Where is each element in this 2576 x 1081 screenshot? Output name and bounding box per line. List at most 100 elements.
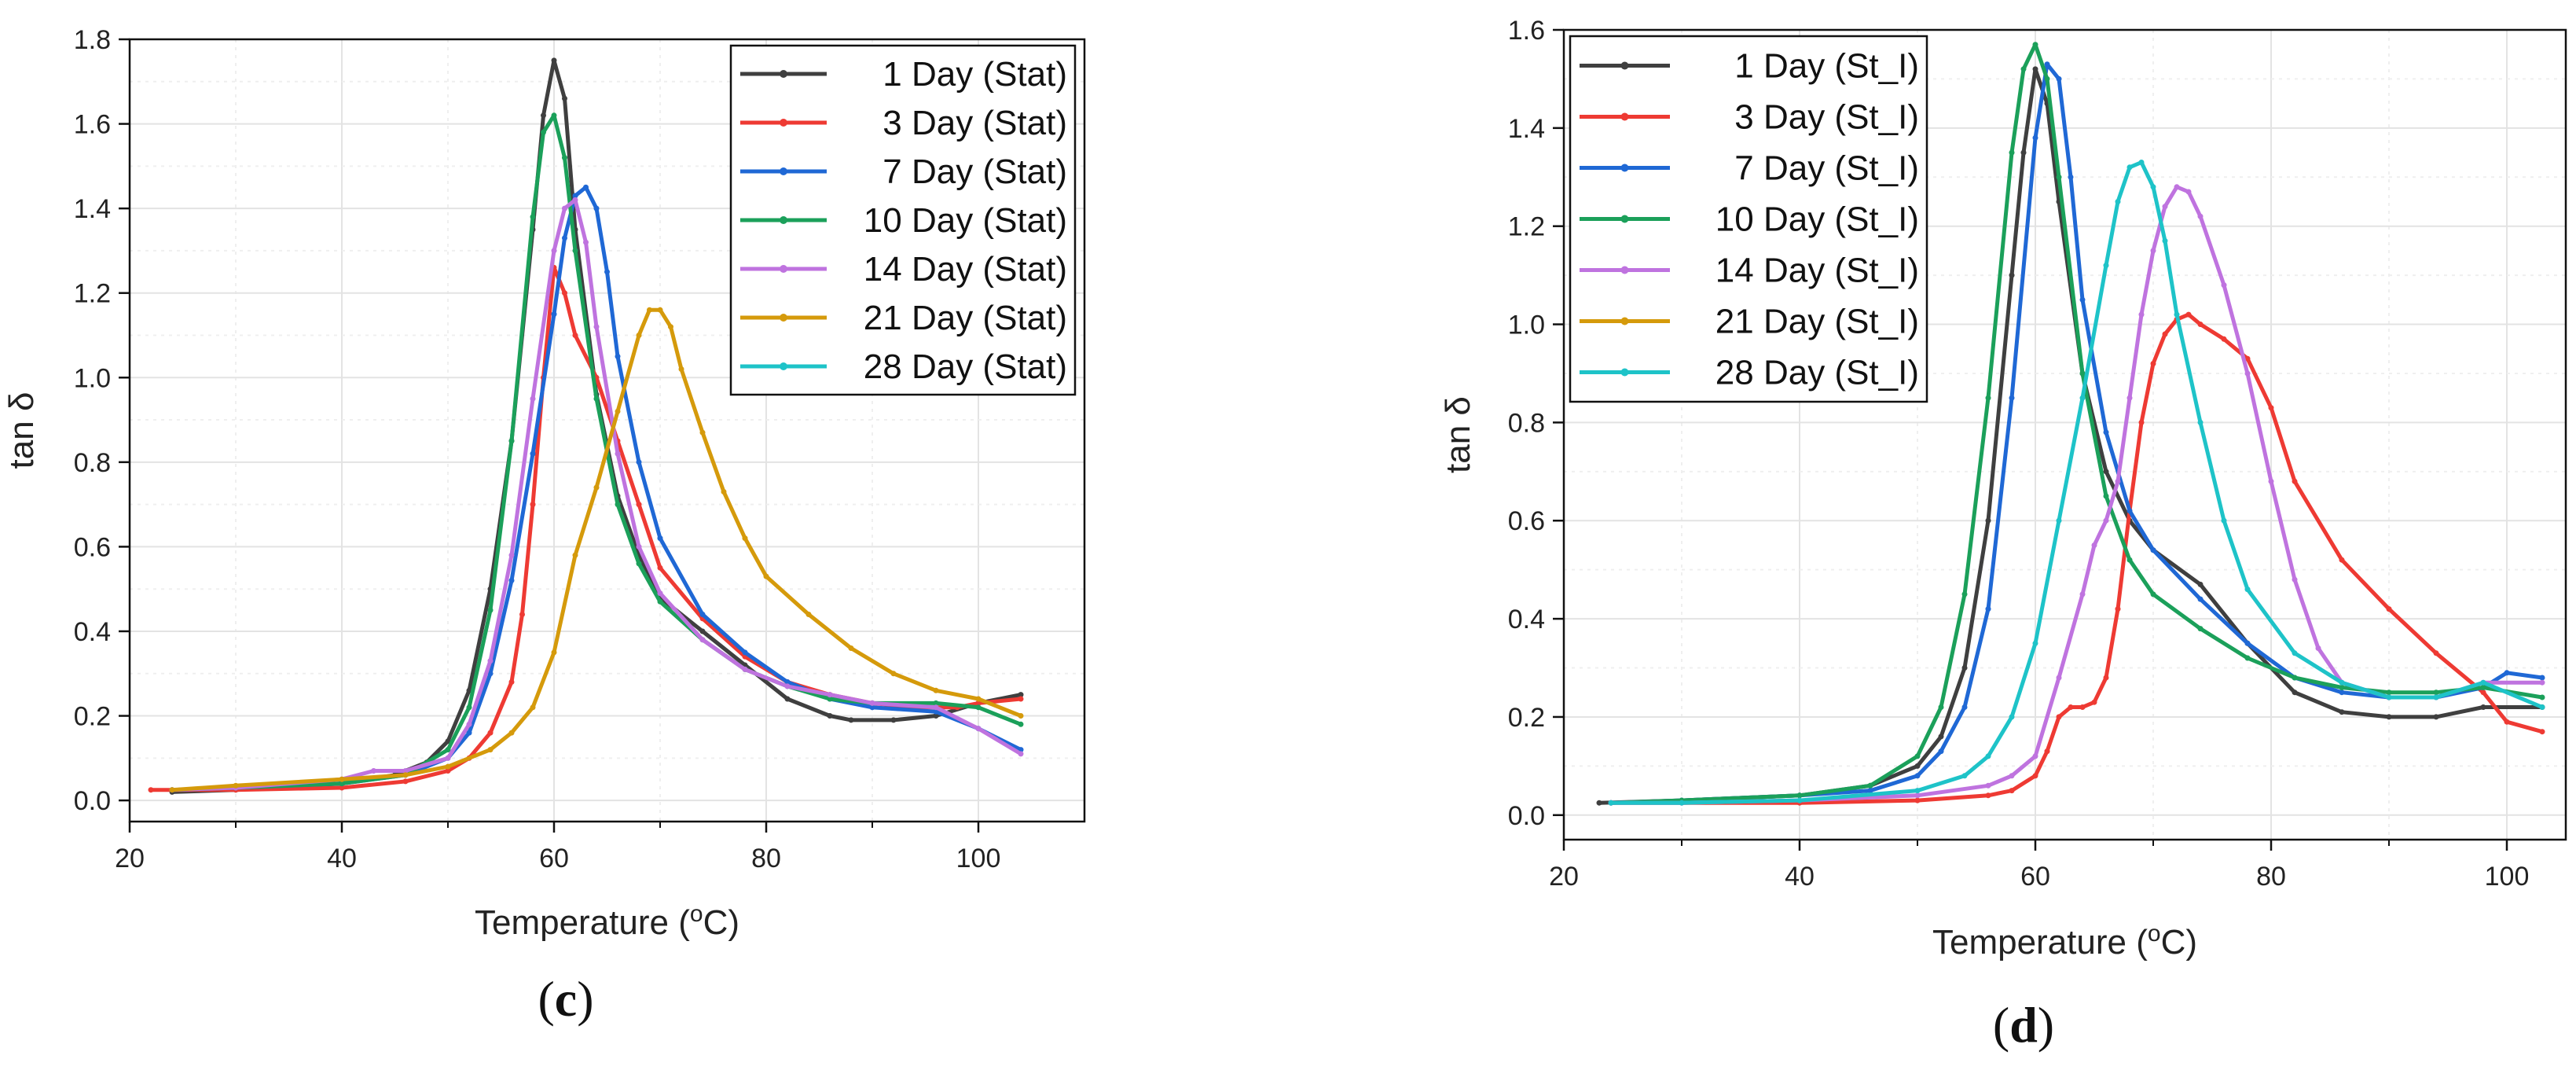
- data-point: [2068, 704, 2074, 710]
- data-point: [2079, 395, 2086, 401]
- data-point: [551, 311, 557, 318]
- data-point: [1985, 753, 1991, 759]
- legend-label-1: 3 Day (St_I): [1734, 98, 1919, 137]
- x-tick-label-2: 60: [2020, 862, 2050, 892]
- data-point: [508, 577, 515, 583]
- y-tick-label-5: 1.0: [74, 363, 111, 393]
- data-point: [169, 787, 175, 793]
- data-point: [699, 429, 706, 436]
- data-point: [2185, 311, 2192, 318]
- data-point: [636, 333, 642, 338]
- data-point: [721, 489, 727, 495]
- data-point: [784, 679, 791, 685]
- data-point: [2197, 626, 2204, 632]
- y-tick-label-7: 1.4: [74, 194, 111, 224]
- data-point: [2056, 517, 2062, 524]
- data-point: [2126, 395, 2133, 401]
- data-point: [2056, 714, 2062, 720]
- data-point: [562, 205, 567, 211]
- data-point: [2020, 149, 2027, 156]
- data-point: [519, 612, 525, 617]
- data-point: [1018, 692, 1024, 698]
- data-point: [2091, 542, 2097, 548]
- data-point: [2480, 685, 2486, 690]
- data-point: [604, 269, 610, 275]
- x-tick-label-2: 60: [539, 844, 569, 873]
- data-point: [2433, 714, 2439, 720]
- legend-marker-6: [780, 362, 787, 370]
- data-point: [933, 704, 939, 711]
- data-point: [445, 768, 451, 774]
- data-point: [530, 214, 536, 220]
- data-point: [657, 535, 663, 542]
- data-point: [508, 552, 515, 558]
- data-point: [2174, 311, 2180, 318]
- data-point: [466, 704, 472, 711]
- y-tick-label-0: 0.0: [74, 786, 111, 816]
- data-point: [339, 776, 345, 782]
- data-point: [1596, 800, 1602, 806]
- y-tick-label-0: 0.0: [1508, 801, 1545, 831]
- data-point: [1914, 792, 1921, 799]
- data-point: [572, 333, 578, 338]
- data-point: [2103, 517, 2109, 524]
- data-point: [572, 552, 578, 558]
- x-tick-label-1: 40: [327, 844, 357, 873]
- data-point: [2150, 547, 2156, 553]
- data-point: [890, 671, 897, 677]
- legend-label-6: 28 Day (St_I): [1715, 354, 1919, 392]
- data-point: [647, 307, 652, 313]
- data-point: [975, 700, 982, 706]
- data-point: [763, 573, 769, 579]
- series-line-6: [1609, 160, 2545, 805]
- data-point: [2150, 361, 2156, 366]
- data-point: [699, 612, 706, 617]
- data-point: [2056, 675, 2062, 681]
- data-point: [551, 57, 557, 64]
- data-point: [371, 768, 376, 774]
- data-point: [1961, 665, 1968, 671]
- data-point: [562, 290, 567, 296]
- data-point: [1796, 792, 1803, 799]
- data-point: [2480, 704, 2486, 710]
- data-point: [657, 590, 663, 597]
- data-point: [2244, 370, 2251, 377]
- data-point: [2162, 204, 2168, 210]
- data-point: [2539, 679, 2545, 686]
- data-point: [699, 637, 706, 643]
- legend-marker-0: [1620, 61, 1629, 70]
- data-point: [2433, 689, 2439, 696]
- x-tick-label-4: 100: [956, 844, 1001, 873]
- panel-label-d: (d): [1993, 997, 2054, 1053]
- legend-label-4: 14 Day (St_I): [1715, 252, 1919, 290]
- data-point: [1018, 696, 1024, 702]
- data-point: [1938, 734, 1944, 740]
- panel-label-c: (c): [538, 971, 593, 1027]
- data-point: [2056, 174, 2062, 180]
- data-point: [2185, 189, 2192, 195]
- series-markers-1: [1608, 311, 2545, 806]
- data-point: [827, 713, 833, 719]
- data-point: [2126, 557, 2133, 563]
- data-point: [2244, 640, 2251, 646]
- data-point: [657, 564, 663, 571]
- data-point: [615, 502, 621, 508]
- data-point: [2292, 675, 2298, 681]
- data-point: [2539, 729, 2545, 735]
- data-point: [572, 193, 578, 199]
- data-point: [508, 679, 515, 685]
- data-point: [742, 666, 748, 672]
- data-point: [2292, 576, 2298, 583]
- data-point: [933, 713, 939, 719]
- data-point: [890, 717, 897, 723]
- data-point: [2244, 355, 2251, 362]
- y-tick-label-6: 1.2: [1508, 212, 1545, 242]
- data-point: [2150, 591, 2156, 597]
- data-point: [551, 649, 557, 656]
- data-point: [2197, 596, 2204, 602]
- data-point: [1985, 782, 1991, 789]
- data-point: [508, 730, 515, 736]
- data-point: [2079, 704, 2086, 710]
- data-point: [572, 248, 578, 254]
- plot-frame: [128, 38, 1086, 823]
